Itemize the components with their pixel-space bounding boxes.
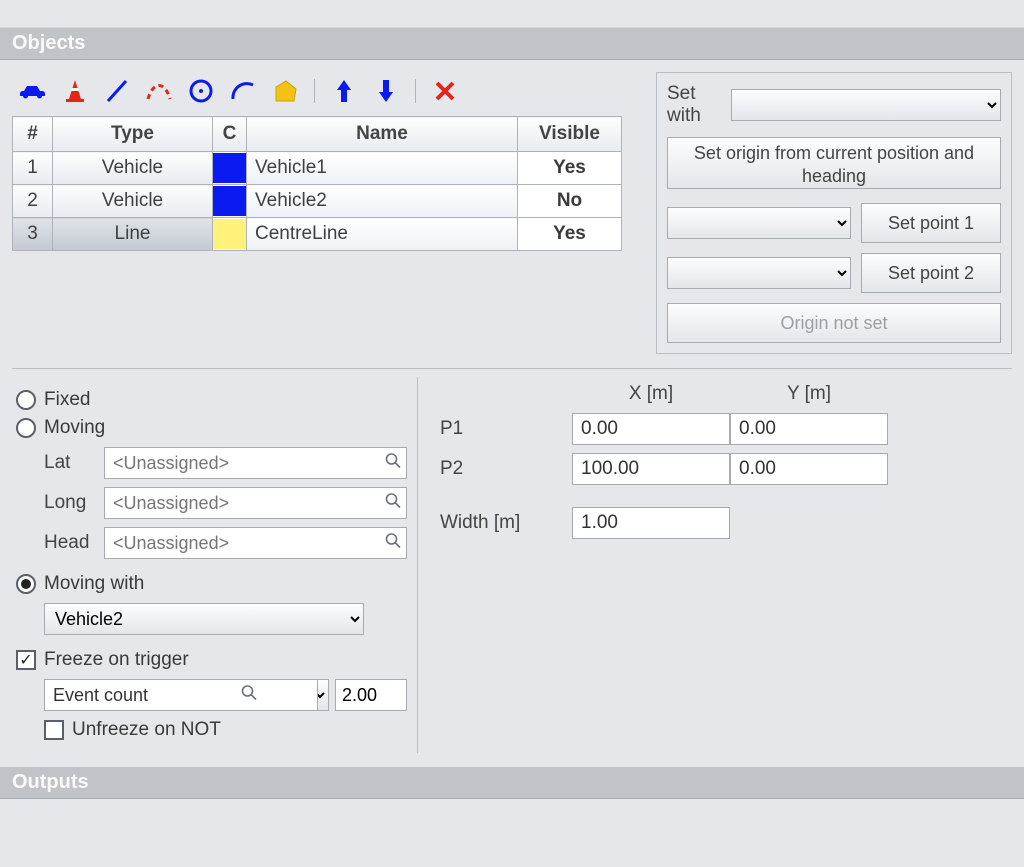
point2-combo[interactable] <box>667 257 851 289</box>
move-down-icon[interactable] <box>369 76 403 106</box>
trigger-source-input[interactable] <box>44 679 318 711</box>
polygon-icon[interactable] <box>268 76 302 106</box>
point1-combo[interactable] <box>667 207 851 239</box>
radio-moving-with-label: Moving with <box>44 573 144 595</box>
y-header: Y [m] <box>730 383 888 405</box>
width-input[interactable] <box>572 507 730 539</box>
car-icon[interactable] <box>16 76 50 106</box>
toolbar-separator <box>415 79 416 103</box>
cell-color[interactable] <box>213 152 247 185</box>
col-visible[interactable]: Visible <box>518 117 622 152</box>
panel-title-outputs: Outputs <box>0 767 1024 799</box>
coords-panel: X [m] Y [m] P1 P2 Width [m] <box>418 377 1012 753</box>
toolbar-separator <box>314 79 315 103</box>
col-type[interactable]: Type <box>53 117 213 152</box>
long-label: Long <box>44 492 96 514</box>
circle-icon[interactable] <box>184 76 218 106</box>
cell-color[interactable] <box>213 185 247 218</box>
delete-icon[interactable] <box>428 76 462 106</box>
col-name[interactable]: Name <box>247 117 518 152</box>
cell-num: 3 <box>13 218 53 251</box>
cell-name[interactable]: Vehicle2 <box>247 185 518 218</box>
p1-label: P1 <box>440 418 572 440</box>
lat-label: Lat <box>44 452 96 474</box>
cell-visible[interactable]: No <box>518 185 622 218</box>
objects-toolbar <box>12 72 638 116</box>
cell-color[interactable] <box>213 218 247 251</box>
unfreeze-label: Unfreeze on NOT <box>72 719 221 741</box>
radio-fixed-label: Fixed <box>44 389 90 411</box>
line-icon[interactable] <box>100 76 134 106</box>
cell-num: 1 <box>13 152 53 185</box>
set-origin-button[interactable]: Set origin from current position and hea… <box>667 137 1001 189</box>
curve-icon[interactable] <box>142 76 176 106</box>
arc-icon[interactable] <box>226 76 260 106</box>
cell-name[interactable]: Vehicle1 <box>247 152 518 185</box>
radio-moving[interactable]: Moving <box>16 417 407 439</box>
motion-panel: Fixed Moving Lat Long <box>12 377 418 753</box>
objects-table: # Type C Name Visible 1Vehicle Vehicle1Ye… <box>12 116 622 251</box>
cell-num: 2 <box>13 185 53 218</box>
objects-panel-body: # Type C Name Visible 1Vehicle Vehicle1Ye… <box>0 60 1024 765</box>
set-point-2-button[interactable]: Set point 2 <box>861 253 1001 293</box>
freeze-label: Freeze on trigger <box>44 649 189 671</box>
trigger-value-input[interactable] <box>335 679 407 711</box>
head-label: Head <box>44 532 96 554</box>
col-num[interactable]: # <box>13 117 53 152</box>
unfreeze-check-row[interactable]: Unfreeze on NOT <box>44 719 407 741</box>
freeze-check-row[interactable]: ✓ Freeze on trigger <box>16 649 407 671</box>
cell-type: Vehicle <box>53 185 213 218</box>
table-row[interactable]: 2Vehicle Vehicle2No <box>13 185 622 218</box>
head-input[interactable] <box>104 527 407 559</box>
p1-y-input[interactable] <box>730 413 888 445</box>
col-color[interactable]: C <box>213 117 247 152</box>
setwith-combo[interactable] <box>731 89 1001 121</box>
cell-visible[interactable]: Yes <box>518 152 622 185</box>
table-row[interactable]: 3Line CentreLineYes <box>13 218 622 251</box>
lat-input[interactable] <box>104 447 407 479</box>
cell-type: Line <box>53 218 213 251</box>
top-strip <box>0 0 1024 28</box>
origin-status-button[interactable]: Origin not set <box>667 303 1001 343</box>
upper-area: # Type C Name Visible 1Vehicle Vehicle1Ye… <box>12 72 1012 354</box>
cone-icon[interactable] <box>58 76 92 106</box>
moving-with-combo[interactable]: Vehicle2 <box>44 603 364 635</box>
setwith-label: Set with <box>667 83 721 127</box>
set-point-1-button[interactable]: Set point 1 <box>861 203 1001 243</box>
p2-x-input[interactable] <box>572 453 730 485</box>
x-header: X [m] <box>572 383 730 405</box>
table-row[interactable]: 1Vehicle Vehicle1Yes <box>13 152 622 185</box>
panel-title-objects: Objects <box>0 28 1024 60</box>
p2-y-input[interactable] <box>730 453 888 485</box>
radio-moving-with[interactable]: Moving with <box>16 573 407 595</box>
p2-label: P2 <box>440 458 572 480</box>
p1-x-input[interactable] <box>572 413 730 445</box>
setwith-panel: Set with Set origin from current positio… <box>656 72 1012 354</box>
radio-moving-label: Moving <box>44 417 105 439</box>
move-up-icon[interactable] <box>327 76 361 106</box>
cell-name[interactable]: CentreLine <box>247 218 518 251</box>
radio-fixed[interactable]: Fixed <box>16 389 407 411</box>
lower-area: Fixed Moving Lat Long <box>12 368 1012 753</box>
long-input[interactable] <box>104 487 407 519</box>
objects-left: # Type C Name Visible 1Vehicle Vehicle1Ye… <box>12 72 638 251</box>
width-label: Width [m] <box>440 512 572 534</box>
cell-type: Vehicle <box>53 152 213 185</box>
cell-visible[interactable]: Yes <box>518 218 622 251</box>
